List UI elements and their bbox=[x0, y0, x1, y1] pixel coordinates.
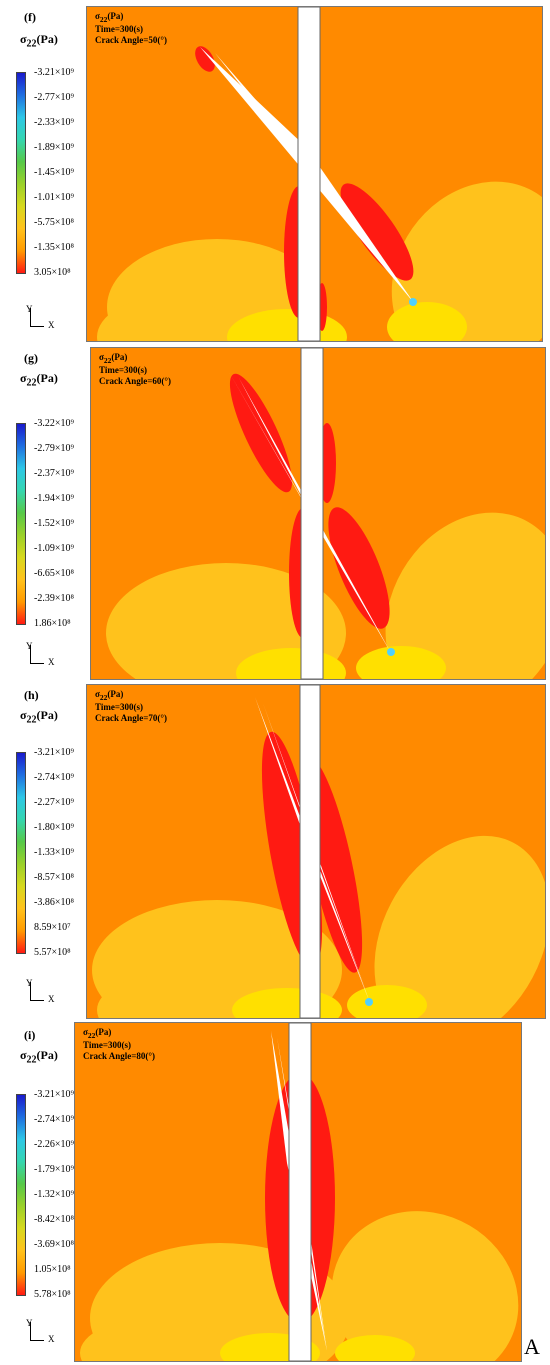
info-time: Time=300(s) bbox=[95, 23, 143, 34]
legend-value: -2.77×10⁹ bbox=[34, 92, 74, 103]
color-scale bbox=[16, 752, 26, 954]
legend-value: -1.89×10⁹ bbox=[34, 142, 74, 153]
legend-value: -1.52×10⁹ bbox=[34, 518, 74, 529]
panel-f: (f) σ22(Pa) -3.21×10⁹ -2.77×10⁹ -2.33×10… bbox=[0, 0, 550, 343]
legend-value: -3.86×10⁸ bbox=[34, 897, 74, 908]
legend-value: -5.75×10⁸ bbox=[34, 217, 74, 228]
stress-contour-plot: σ22(Pa) Time=300(s) Crack Angle=50(°) bbox=[86, 6, 543, 342]
legend-value: -1.94×10⁹ bbox=[34, 493, 74, 504]
legend-value: -2.33×10⁹ bbox=[34, 117, 74, 128]
stress-contour-plot: σ22(Pa) Time=300(s) Crack Angle=60(°) bbox=[90, 347, 546, 680]
legend-value: -2.37×10⁹ bbox=[34, 468, 74, 479]
legend-value: -8.57×10⁸ bbox=[34, 872, 74, 883]
legend-value: 1.86×10⁸ bbox=[34, 618, 71, 629]
info-stress: σ22(Pa) bbox=[95, 11, 124, 24]
legend-value: -1.33×10⁹ bbox=[34, 847, 74, 858]
legend-value: -1.09×10⁹ bbox=[34, 543, 74, 554]
legend-value: -1.01×10⁹ bbox=[34, 192, 74, 203]
legend-value: -2.74×10⁹ bbox=[34, 1114, 74, 1125]
panel-label: (h) bbox=[24, 688, 39, 702]
legend-value: -2.79×10⁹ bbox=[34, 443, 74, 454]
info-angle: Crack Angle=50(°) bbox=[95, 34, 167, 45]
panel-h: (h) σ22(Pa) -3.21×10⁹ -2.74×10⁹ -2.27×10… bbox=[0, 680, 550, 1020]
plot-info: σ22(Pa) Time=300(s) Crack Angle=60(°) bbox=[99, 352, 171, 386]
axis-triad: Y X bbox=[26, 641, 66, 671]
legend-value: 1.05×10⁸ bbox=[34, 1264, 71, 1275]
legend-value: -3.21×10⁹ bbox=[34, 1089, 74, 1100]
info-stress: σ22(Pa) bbox=[99, 352, 128, 365]
legend-value: -1.80×10⁹ bbox=[34, 822, 74, 833]
legend-value: -3.21×10⁹ bbox=[34, 67, 74, 78]
info-angle: Crack Angle=80(°) bbox=[83, 1050, 155, 1061]
panel-label: (i) bbox=[24, 1028, 36, 1042]
axis-triad: Y X bbox=[26, 1318, 66, 1348]
legend-value: -1.45×10⁹ bbox=[34, 167, 74, 178]
stress-contour-plot: σ22(Pa) Time=300(s) Crack Angle=70(°) bbox=[86, 684, 546, 1019]
stress-contour-plot: σ22(Pa) Time=300(s) Crack Angle=80(°) bbox=[74, 1022, 522, 1362]
axis-x-label: X bbox=[48, 1334, 55, 1344]
legend-value: -8.42×10⁸ bbox=[34, 1214, 74, 1225]
axis-y-label: Y bbox=[26, 641, 33, 651]
panel-g: (g) σ22(Pa) -3.22×10⁹ -2.79×10⁹ -2.37×10… bbox=[0, 343, 550, 680]
panel-i: (i) σ22(Pa) -3.21×10⁹ -2.74×10⁹ -2.26×10… bbox=[0, 1020, 550, 1365]
corner-label: A bbox=[524, 1334, 540, 1359]
legend-value: -2.39×10⁸ bbox=[34, 593, 74, 604]
legend-value: 5.57×10⁸ bbox=[34, 947, 71, 958]
info-time: Time=300(s) bbox=[95, 701, 143, 712]
legend-value: -1.79×10⁹ bbox=[34, 1164, 74, 1175]
legend-value: 3.05×10⁸ bbox=[34, 267, 71, 278]
info-stress: σ22(Pa) bbox=[83, 1027, 112, 1040]
legend-value: -3.69×10⁸ bbox=[34, 1239, 74, 1250]
info-stress: σ22(Pa) bbox=[95, 689, 124, 702]
info-time: Time=300(s) bbox=[83, 1039, 131, 1050]
axis-x-label: X bbox=[48, 994, 55, 1004]
axis-y-label: Y bbox=[26, 978, 33, 988]
legend-title: σ22(Pa) bbox=[20, 708, 58, 726]
axis-y-label: Y bbox=[26, 1318, 33, 1328]
legend-value: -3.21×10⁹ bbox=[34, 747, 74, 758]
legend-value: -3.22×10⁹ bbox=[34, 418, 74, 429]
legend-title: σ22(Pa) bbox=[20, 32, 58, 50]
legend-value: -2.74×10⁹ bbox=[34, 772, 74, 783]
axis-triad: Y X bbox=[26, 304, 66, 334]
plot-info: σ22(Pa) Time=300(s) Crack Angle=70(°) bbox=[95, 689, 167, 723]
legend-value: -2.26×10⁹ bbox=[34, 1139, 74, 1150]
legend-title: σ22(Pa) bbox=[20, 1048, 58, 1066]
legend-title: σ22(Pa) bbox=[20, 371, 58, 389]
plot-info: σ22(Pa) Time=300(s) Crack Angle=50(°) bbox=[95, 11, 167, 45]
info-angle: Crack Angle=70(°) bbox=[95, 712, 167, 723]
plot-info: σ22(Pa) Time=300(s) Crack Angle=80(°) bbox=[83, 1027, 155, 1061]
axis-triad: Y X bbox=[26, 978, 66, 1008]
info-time: Time=300(s) bbox=[99, 364, 147, 375]
axis-x-label: X bbox=[48, 320, 55, 330]
panel-label: (f) bbox=[24, 10, 36, 24]
color-scale bbox=[16, 1094, 26, 1296]
legend-value: -6.65×10⁸ bbox=[34, 568, 74, 579]
legend-value: -1.35×10⁸ bbox=[34, 242, 74, 253]
color-scale bbox=[16, 423, 26, 625]
axis-y-label: Y bbox=[26, 304, 33, 314]
axis-x-label: X bbox=[48, 657, 55, 667]
color-scale bbox=[16, 72, 26, 274]
legend-value: -2.27×10⁹ bbox=[34, 797, 74, 808]
info-angle: Crack Angle=60(°) bbox=[99, 375, 171, 386]
panel-label: (g) bbox=[24, 351, 38, 365]
legend-value: 8.59×10⁷ bbox=[34, 922, 71, 933]
legend-value: -1.32×10⁹ bbox=[34, 1189, 74, 1200]
legend-value: 5.78×10⁸ bbox=[34, 1289, 71, 1300]
